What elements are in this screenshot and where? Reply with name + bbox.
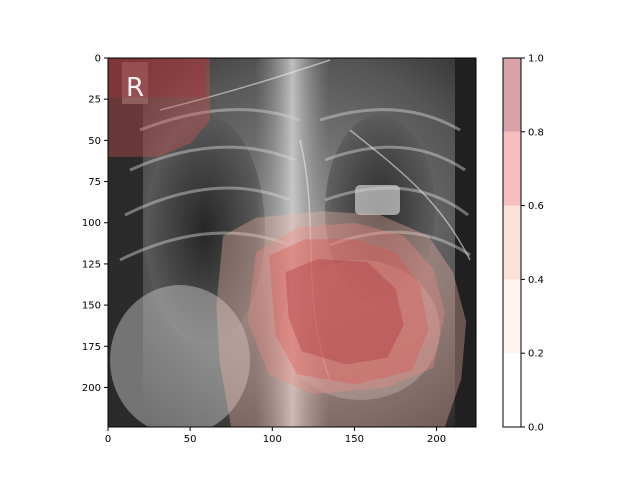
colorbar-frame — [502, 57, 522, 428]
y-tick-label: 0 — [95, 54, 101, 65]
y-tick-label: 25 — [88, 95, 101, 106]
plot-frame — [107, 57, 477, 428]
y-tick-label: 200 — [82, 383, 101, 394]
colorbar-tick-label: 1.0 — [528, 54, 544, 65]
y-tick-label: 150 — [82, 301, 101, 312]
colorbar: 0.0 0.2 0.4 0.6 0.8 1.0 — [502, 54, 544, 434]
xray-image — [108, 58, 476, 427]
colorbar-level-4 — [503, 58, 521, 132]
y-tick-label: 75 — [88, 177, 101, 188]
x-tick-label: 0 — [105, 434, 111, 445]
heat-region-0 — [216, 211, 467, 427]
colorbar-tick-label: 0.6 — [528, 201, 544, 212]
heat-region-2 — [269, 239, 429, 385]
colorbar-tick-label: 0.0 — [528, 423, 544, 434]
y-tick-label: 125 — [82, 259, 101, 270]
x-tick-label: 100 — [263, 434, 282, 445]
colorbar-level-1 — [503, 279, 521, 354]
heat-region-1 — [247, 222, 445, 395]
colorbar-tick-label: 0.4 — [528, 275, 544, 286]
heat-region-5 — [108, 58, 207, 98]
colorbar-level-0 — [503, 353, 521, 427]
y-axis: 0 25 50 75 100 125 150 175 200 — [82, 54, 108, 394]
x-axis: 0 50 100 150 200 — [105, 427, 446, 445]
y-tick-label: 175 — [82, 342, 101, 353]
colorbar-level-2 — [503, 205, 521, 280]
heat-region-4 — [108, 58, 210, 157]
colorbar-tick-label: 0.8 — [528, 127, 544, 138]
y-tick-label: 100 — [82, 218, 101, 229]
colorbar-level-3 — [503, 131, 521, 206]
colorbar-tick-label: 0.2 — [528, 349, 544, 360]
heat-region-3 — [285, 258, 404, 365]
heatmap-overlay — [108, 58, 467, 427]
r-marker: R — [126, 73, 144, 103]
x-tick-label: 200 — [427, 434, 446, 445]
x-tick-label: 50 — [184, 434, 197, 445]
y-tick-label: 50 — [88, 136, 101, 147]
x-tick-label: 150 — [345, 434, 364, 445]
